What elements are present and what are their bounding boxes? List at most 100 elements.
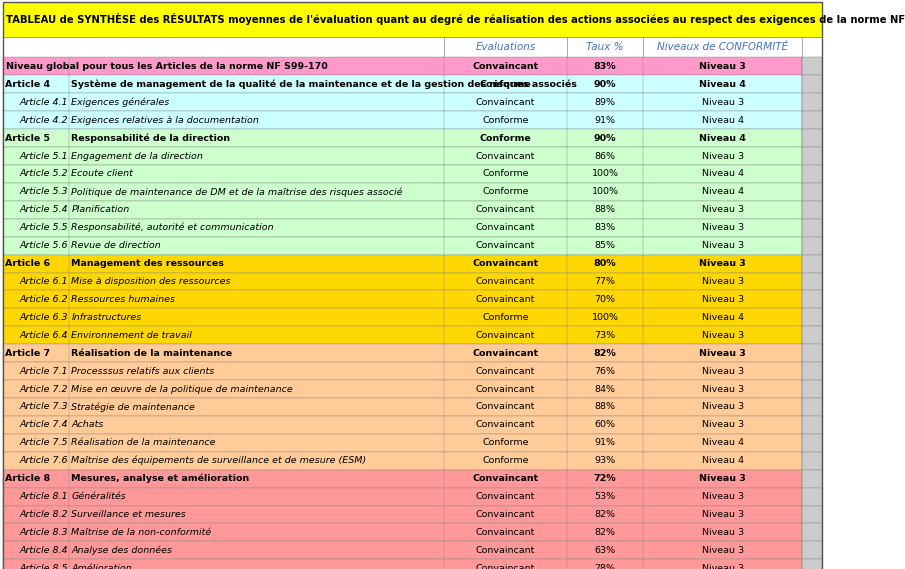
Text: Niveau 4: Niveau 4 bbox=[701, 170, 744, 179]
Text: Niveau global pour tous les Articles de la norme NF S99-170: Niveau global pour tous les Articles de … bbox=[6, 62, 329, 71]
Text: Convaincant: Convaincant bbox=[476, 402, 535, 411]
Text: Convaincant: Convaincant bbox=[476, 277, 535, 286]
Text: Surveillance et mesures: Surveillance et mesures bbox=[71, 510, 186, 519]
Text: Article 7.4: Article 7.4 bbox=[19, 420, 68, 430]
Bar bbox=[3, 112, 802, 129]
Bar bbox=[3, 57, 802, 76]
Text: Convaincant: Convaincant bbox=[472, 62, 538, 71]
Text: Article 5.5: Article 5.5 bbox=[19, 223, 68, 232]
Text: Amélioration: Amélioration bbox=[71, 564, 132, 569]
Text: Convaincant: Convaincant bbox=[476, 295, 535, 304]
Text: 91%: 91% bbox=[595, 438, 615, 447]
Bar bbox=[802, 290, 822, 308]
Bar bbox=[802, 93, 822, 112]
Bar bbox=[3, 344, 802, 362]
Bar bbox=[3, 559, 802, 569]
Text: Mise à disposition des ressources: Mise à disposition des ressources bbox=[71, 277, 231, 286]
Text: Niveau 3: Niveau 3 bbox=[701, 402, 744, 411]
Text: Article 4: Article 4 bbox=[5, 80, 51, 89]
Text: Responsabilité, autorité et communication: Responsabilité, autorité et communicatio… bbox=[71, 223, 274, 233]
Bar bbox=[802, 505, 822, 523]
Text: Responsabilité de la direction: Responsabilité de la direction bbox=[71, 133, 231, 143]
Bar bbox=[802, 398, 822, 416]
Text: Convaincant: Convaincant bbox=[472, 259, 538, 268]
Text: Convaincant: Convaincant bbox=[472, 349, 538, 358]
Text: 93%: 93% bbox=[595, 456, 615, 465]
Text: Conforme: Conforme bbox=[480, 80, 531, 89]
Bar bbox=[802, 416, 822, 434]
Bar bbox=[3, 218, 802, 237]
Text: Niveau 4: Niveau 4 bbox=[701, 116, 744, 125]
Bar bbox=[3, 165, 802, 183]
Text: Ressources humaines: Ressources humaines bbox=[71, 295, 176, 304]
Text: Convaincant: Convaincant bbox=[476, 385, 535, 394]
Text: Article 5: Article 5 bbox=[5, 134, 51, 143]
Bar bbox=[3, 308, 802, 327]
Text: Niveau 3: Niveau 3 bbox=[700, 474, 746, 483]
Text: Niveau 3: Niveau 3 bbox=[701, 564, 744, 569]
Text: 100%: 100% bbox=[592, 187, 618, 196]
Text: Engagement de la direction: Engagement de la direction bbox=[71, 151, 204, 160]
Bar bbox=[802, 147, 822, 165]
Bar bbox=[3, 416, 802, 434]
Text: Niveau 4: Niveau 4 bbox=[701, 313, 744, 322]
Bar bbox=[3, 362, 802, 380]
Text: Convaincant: Convaincant bbox=[476, 420, 535, 430]
Text: Article 4.2: Article 4.2 bbox=[19, 116, 68, 125]
Text: Niveau 3: Niveau 3 bbox=[701, 295, 744, 304]
Bar bbox=[3, 129, 802, 147]
Text: TABLEAU de SYNTHÈSE des RÉSULTATS moyennes de l'évaluation quant au degré de réa: TABLEAU de SYNTHÈSE des RÉSULTATS moyenn… bbox=[6, 13, 905, 26]
Text: Niveau 4: Niveau 4 bbox=[701, 438, 744, 447]
Bar bbox=[3, 76, 802, 93]
Bar bbox=[802, 76, 822, 93]
Text: 86%: 86% bbox=[595, 151, 615, 160]
Text: Convaincant: Convaincant bbox=[476, 510, 535, 519]
Text: 88%: 88% bbox=[595, 402, 615, 411]
Text: 83%: 83% bbox=[594, 62, 616, 71]
Bar bbox=[3, 201, 802, 218]
Text: 73%: 73% bbox=[595, 331, 615, 340]
Text: Réalisation de la maintenance: Réalisation de la maintenance bbox=[71, 349, 233, 358]
Text: Article 8.2: Article 8.2 bbox=[19, 510, 68, 519]
Text: 90%: 90% bbox=[594, 80, 616, 89]
Text: Article 8.4: Article 8.4 bbox=[19, 546, 68, 555]
Text: Convaincant: Convaincant bbox=[476, 528, 535, 537]
Text: Convaincant: Convaincant bbox=[476, 98, 535, 107]
Bar bbox=[802, 165, 822, 183]
Text: 80%: 80% bbox=[594, 259, 616, 268]
Bar bbox=[802, 255, 822, 273]
Bar bbox=[3, 147, 802, 165]
Text: Article 7.2: Article 7.2 bbox=[19, 385, 68, 394]
Bar bbox=[802, 273, 822, 290]
Text: 70%: 70% bbox=[595, 295, 615, 304]
Bar bbox=[802, 488, 822, 505]
Bar bbox=[3, 380, 802, 398]
Text: Exigences relatives à la documentation: Exigences relatives à la documentation bbox=[71, 116, 260, 125]
Bar bbox=[3, 505, 802, 523]
Text: Convaincant: Convaincant bbox=[476, 492, 535, 501]
Text: Niveau 3: Niveau 3 bbox=[701, 277, 744, 286]
Text: Conforme: Conforme bbox=[482, 187, 529, 196]
Text: 100%: 100% bbox=[592, 313, 618, 322]
Text: Article 8: Article 8 bbox=[5, 474, 51, 483]
Bar bbox=[802, 434, 822, 452]
Bar bbox=[802, 308, 822, 327]
Text: 90%: 90% bbox=[594, 134, 616, 143]
Text: 84%: 84% bbox=[595, 385, 615, 394]
Text: 82%: 82% bbox=[594, 349, 616, 358]
Text: Mise en œuvre de la politique de maintenance: Mise en œuvre de la politique de mainten… bbox=[71, 385, 293, 394]
Text: Article 6.4: Article 6.4 bbox=[19, 331, 68, 340]
Text: Niveau 3: Niveau 3 bbox=[701, 241, 744, 250]
Text: Article 8.3: Article 8.3 bbox=[19, 528, 68, 537]
Text: Conforme: Conforme bbox=[482, 438, 529, 447]
Text: Article 8.1: Article 8.1 bbox=[19, 492, 68, 501]
Text: Convaincant: Convaincant bbox=[476, 205, 535, 215]
Bar bbox=[802, 559, 822, 569]
Text: Conforme: Conforme bbox=[482, 170, 529, 179]
Text: Niveau 3: Niveau 3 bbox=[701, 366, 744, 376]
Bar bbox=[3, 37, 822, 57]
Text: Convaincant: Convaincant bbox=[476, 366, 535, 376]
Bar bbox=[3, 452, 802, 470]
Bar bbox=[802, 112, 822, 129]
Text: Niveau 3: Niveau 3 bbox=[701, 420, 744, 430]
